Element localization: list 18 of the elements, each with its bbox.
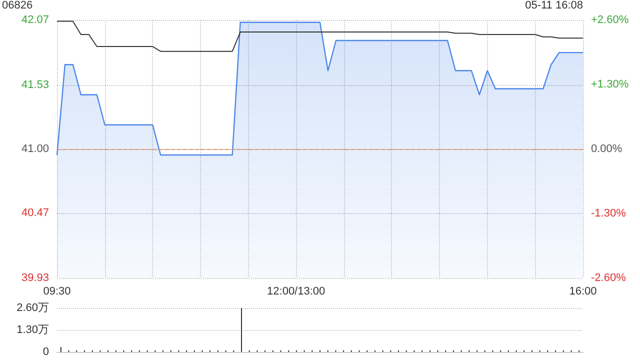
text: 05-11 16:08 [525, 0, 584, 12]
y-tick-label: 39.93 [21, 272, 49, 284]
x-tick-label: 16:00 [569, 286, 597, 298]
y-tick-label: 42.07 [21, 14, 49, 26]
x-tick-label: 12:00/13:00 [267, 286, 326, 298]
y2-tick-label: 0.00% [591, 143, 622, 155]
y-tick-label: 41.53 [21, 79, 49, 92]
y-tick-label: 2.60万 [16, 302, 49, 314]
y-tick-label: 41.00 [21, 143, 49, 155]
x-tick-label: 09:30 [43, 286, 71, 298]
y-tick-label: 0 [42, 346, 49, 358]
y2-tick-label: +2.60% [591, 14, 629, 26]
y2-tick-label: +1.30% [591, 78, 629, 90]
y-tick-label: 40.47 [21, 206, 49, 219]
y-tick-label: 1.30万 [16, 324, 49, 336]
y2-tick-label: -1.30% [591, 208, 626, 220]
chart-title: 06826 [2, 0, 33, 12]
y2-tick-label: -2.60% [591, 272, 626, 284]
